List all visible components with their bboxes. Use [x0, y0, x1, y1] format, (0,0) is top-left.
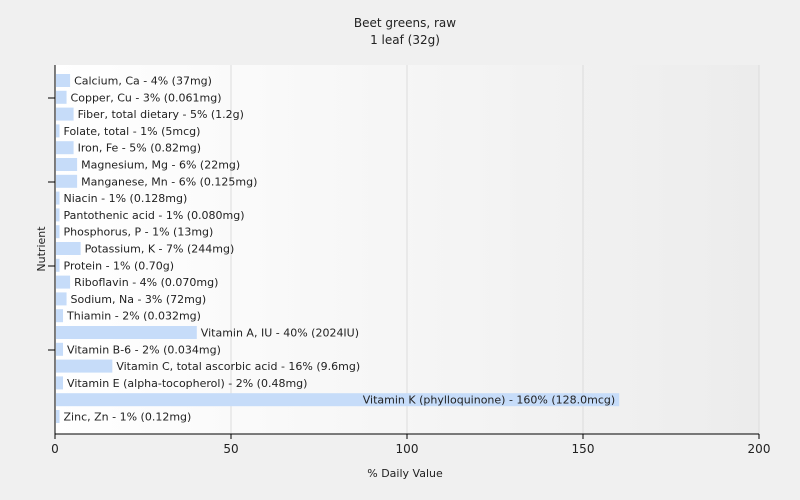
- bar: [56, 90, 67, 104]
- x-tick-label: 50: [223, 442, 238, 456]
- bar-label: Vitamin B-6 - 2% (0.034mg): [67, 343, 221, 356]
- grid-lines: [230, 65, 760, 434]
- x-tick-label: 0: [51, 442, 59, 456]
- bar: [56, 158, 78, 171]
- bar: [56, 74, 71, 87]
- bar-label: Niacin - 1% (0.128mg): [64, 192, 188, 205]
- bar: [56, 141, 74, 155]
- bar: [56, 275, 71, 289]
- bar-label: Protein - 1% (0.70g): [64, 259, 175, 272]
- bar: [56, 393, 620, 407]
- bars: [56, 74, 620, 423]
- bar: [56, 242, 81, 255]
- chart-title: Beet greens, raw: [354, 16, 456, 30]
- x-axis-ticks: 0 50 100 150 200: [51, 434, 770, 456]
- bar: [56, 309, 64, 323]
- bar: [56, 326, 197, 339]
- x-tick-label: 100: [396, 442, 419, 456]
- x-axis-label: % Daily Value: [367, 467, 443, 480]
- bar-label: Phosphorus, P - 1% (13mg): [64, 226, 214, 239]
- bar-label: Calcium, Ca - 4% (37mg): [74, 75, 212, 88]
- bar-labels: Calcium, Ca - 4% (37mg) Copper, Cu - 3% (…: [64, 75, 616, 424]
- bar: [56, 292, 67, 306]
- bar: [56, 376, 64, 390]
- y-axis-label: Nutrient: [35, 226, 48, 272]
- bar-label: Thiamin - 2% (0.032mg): [66, 310, 201, 323]
- bar: [56, 342, 64, 356]
- bar-label: Fiber, total dietary - 5% (1.2g): [78, 108, 244, 121]
- bar-label: Vitamin E (alpha-tocopherol) - 2% (0.48m…: [67, 377, 307, 390]
- bar-label: Vitamin C, total ascorbic acid - 16% (9.…: [116, 360, 360, 373]
- bar: [56, 124, 60, 138]
- bar: [56, 174, 78, 188]
- bar-label: Vitamin A, IU - 40% (2024IU): [201, 327, 359, 340]
- bar: [56, 191, 60, 205]
- x-tick-label: 200: [748, 442, 771, 456]
- y-axis-ticks: [48, 97, 55, 351]
- bar-label: Manganese, Mn - 6% (0.125mg): [81, 175, 257, 188]
- chart-subtitle: 1 leaf (32g): [370, 33, 440, 47]
- bar-label: Copper, Cu - 3% (0.061mg): [71, 91, 222, 104]
- bar: [56, 359, 113, 373]
- x-tick-label: 150: [572, 442, 595, 456]
- bar-label: Riboflavin - 4% (0.070mg): [74, 276, 218, 289]
- bar-label: Folate, total - 1% (5mcg): [64, 125, 201, 138]
- bar-label: Zinc, Zn - 1% (0.12mg): [64, 411, 192, 424]
- bar-label: Iron, Fe - 5% (0.82mg): [78, 142, 201, 155]
- bar: [56, 410, 60, 423]
- bar: [56, 107, 74, 121]
- bar-label: Pantothenic acid - 1% (0.080mg): [64, 209, 245, 222]
- bar: [56, 208, 60, 222]
- bar-label: Magnesium, Mg - 6% (22mg): [81, 159, 240, 172]
- bar-label: Sodium, Na - 3% (72mg): [71, 293, 207, 306]
- bar-label: Vitamin K (phylloquinone) - 160% (128.0m…: [363, 394, 615, 407]
- bar: [56, 225, 60, 239]
- bar: [56, 258, 60, 272]
- bar-label: Potassium, K - 7% (244mg): [85, 243, 235, 256]
